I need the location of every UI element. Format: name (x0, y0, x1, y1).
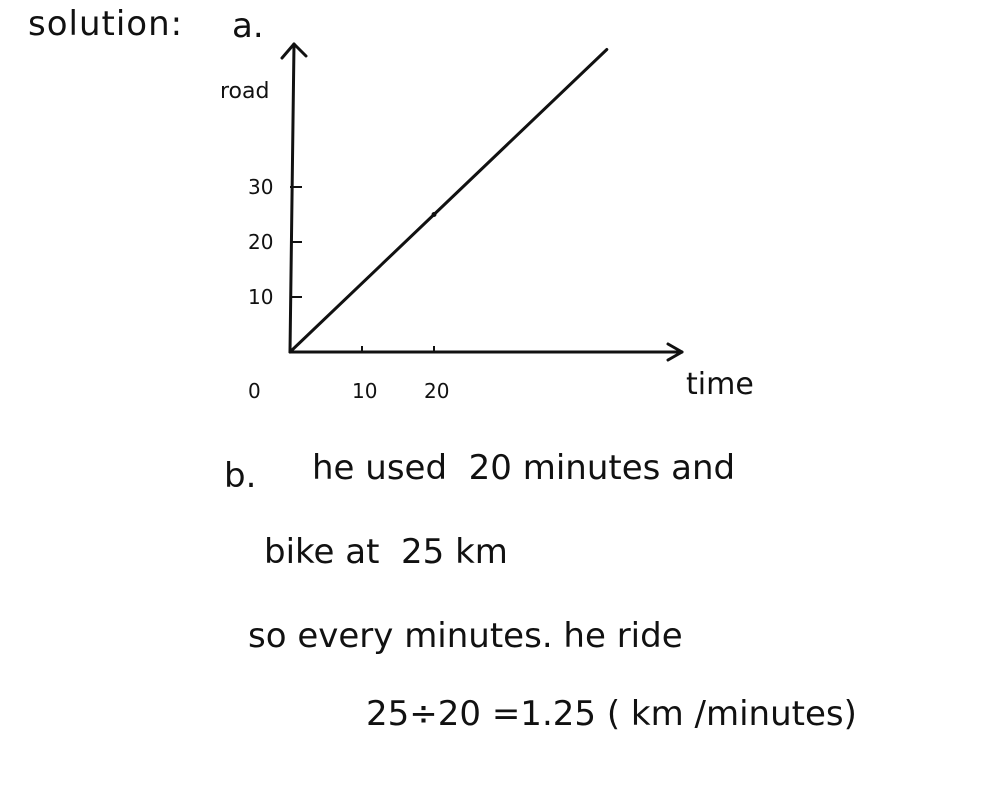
y-axis-line (288, 42, 296, 354)
data-point-0-2 (606, 49, 608, 50)
data-point-0-1 (431, 212, 437, 217)
y-tick-label-20: 20 (248, 230, 273, 254)
chart-ticks (290, 186, 435, 352)
y-axis-label: road (220, 79, 269, 104)
answer-line-2: bike at 25 km (264, 532, 508, 572)
series-line-0 (288, 48, 609, 354)
chart-axes (280, 42, 684, 362)
origin-label: 0 (248, 379, 261, 403)
answer-line-1: he used 20 minutes and (312, 448, 736, 488)
y-tick-label-10: 10 (248, 285, 273, 309)
answer-calculation: 25÷20 =1.25 ( km /minutes) (366, 694, 857, 734)
x-axis-label: time (686, 367, 754, 402)
solution-heading: solution: (28, 4, 184, 44)
chart-labels: 10 20 10 20 30 0 time road (220, 79, 754, 403)
chart-series (288, 48, 609, 354)
y-tick-label-30: 30 (248, 175, 273, 199)
answer-line-3: so every minutes. he ride (248, 616, 683, 656)
part-b-label: b. (224, 456, 257, 496)
x-tick-label-10: 10 (352, 379, 377, 403)
x-tick-label-20: 20 (424, 379, 449, 403)
data-point-0-0 (289, 351, 291, 353)
x-axis-arrowhead (666, 342, 684, 362)
part-a-label: a. (232, 6, 264, 46)
y-axis-arrowhead (280, 42, 308, 60)
